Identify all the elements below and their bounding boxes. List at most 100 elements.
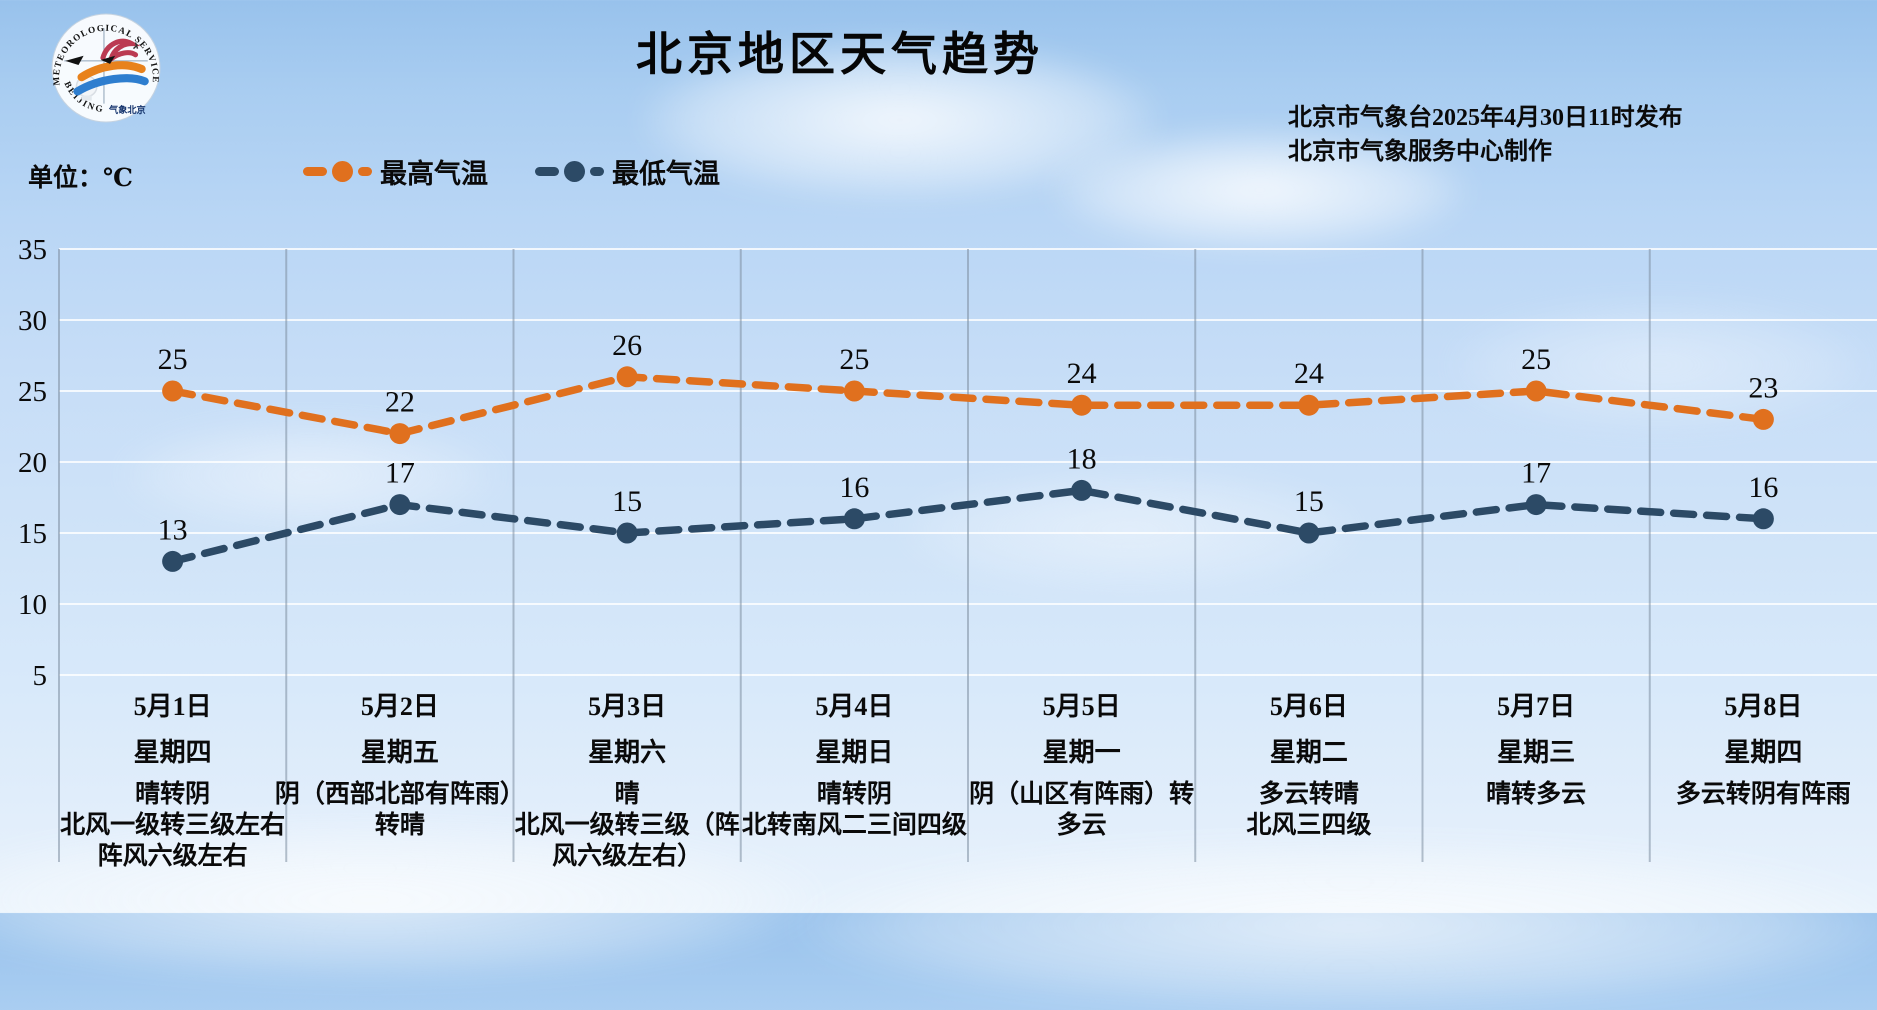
day-weather-line-text: 阴（山区有阵雨）转: [969, 781, 1195, 808]
day-column: 5月4日星期日晴转阴北转南风二三间四级: [741, 0, 968, 913]
high-temp-point: [1071, 394, 1093, 416]
day-weather-line: 多云: [968, 805, 1195, 841]
y-tick-label: 10: [18, 589, 47, 621]
high-temp-value-label: 24: [1067, 357, 1097, 390]
day-date-text: 5月3日: [588, 692, 667, 721]
temperature-trend-chart: 35 30 25 20 15 10 5 25 22 26 25 24 24 25 23 13 17 15 16 18 1…: [18, 234, 1779, 862]
day-weather-line-text: 阵风六级左右: [97, 843, 248, 870]
day-weather-line-text: 风六级左右）: [552, 843, 703, 870]
day-column: 5月6日星期二多云转晴北风三四级: [1195, 0, 1422, 913]
day-weather-line-text: 晴转阴: [135, 781, 211, 808]
low-temp-point: [1071, 479, 1093, 501]
logo-small-arrow-icon: [100, 55, 116, 64]
y-tick-label: 25: [18, 376, 47, 408]
day-date: 5月2日: [286, 686, 513, 723]
day-weekday-text: 星期五: [360, 738, 439, 767]
high-temp-legend-marker-icon: [303, 160, 372, 182]
logo-skier-icon: [132, 42, 139, 50]
low-temp-point: [162, 550, 184, 572]
low-temp-value-label: 17: [1521, 457, 1551, 490]
publisher-info: 北京市气象台2025年4月30日11时发布 北京市气象服务中心制作: [1288, 101, 1683, 169]
day-weather-line: 北风三四级: [1195, 805, 1422, 841]
day-weather-line-text: 多云转阴有阵雨: [1675, 781, 1851, 808]
day-weather-line-text: 晴转阴: [816, 781, 892, 808]
day-date-text: 5月5日: [1042, 692, 1121, 721]
day-weather-line: 转晴: [286, 805, 513, 841]
high-temp-point: [843, 380, 865, 402]
day-weather-line: 晴转阴: [59, 774, 286, 810]
day-weather-line: 多云转阴有阵雨: [1650, 774, 1877, 810]
day-column: 5月5日星期一阴（山区有阵雨）转 多云: [968, 0, 1195, 913]
day-date: 5月4日: [741, 686, 968, 723]
day-weekday: 星期二: [1195, 732, 1422, 769]
low-temp-value-label: 16: [1748, 471, 1778, 504]
high-temp-value-label: 25: [839, 343, 869, 376]
day-date: 5月5日: [968, 686, 1195, 723]
publisher-line-1: 北京市气象台2025年4月30日11时发布: [1288, 105, 1683, 131]
publisher-line-2: 北京市气象服务中心制作: [1288, 139, 1552, 165]
day-weekday-text: 星期四: [133, 738, 212, 767]
day-weather-line-text: 多云: [1056, 812, 1107, 839]
day-date: 5月6日: [1195, 686, 1422, 723]
day-weather-line: 晴转阴: [741, 774, 968, 810]
y-tick-label: 20: [18, 447, 47, 479]
logo-orange-ribbon: [77, 61, 146, 82]
day-weekday-text: 星期六: [588, 738, 667, 767]
high-temp-value-label: 24: [1294, 357, 1324, 390]
day-weather-line-text: 北转南风二三间四级: [741, 812, 967, 839]
day-weekday-text: 星期日: [815, 738, 894, 767]
high-temp-point: [1298, 394, 1320, 416]
day-column: 5月7日 星期三 晴转多云: [1423, 0, 1650, 913]
page-title: 北京地区天气趋势: [636, 29, 1044, 80]
day-date: 5月1日: [59, 686, 286, 723]
low-temp-value-label: 13: [158, 513, 188, 546]
day-weekday-text: 星期二: [1269, 738, 1348, 767]
day-column: 5月3日 星期六晴北风一级转三级（阵 风六级左右）: [514, 0, 741, 913]
y-tick-label: 15: [18, 518, 47, 550]
high-temp-value-label: 25: [1521, 343, 1551, 376]
legend-item-high-temp: 最高气温: [303, 157, 488, 189]
day-weather-line: 多云转晴: [1195, 774, 1422, 810]
day-date-text: 5月6日: [1269, 692, 1348, 721]
y-tick-label: 30: [18, 305, 47, 337]
day-date-text: 5月1日: [133, 692, 212, 721]
logo-blue-ribbon: [73, 74, 149, 96]
legend-label-low-temp: 最低气温: [612, 158, 720, 189]
low-temp-value-label: 18: [1067, 442, 1097, 475]
low-temp-value-label: 17: [385, 457, 415, 490]
day-weather-line-text: 多云转晴: [1258, 781, 1359, 808]
day-weekday: 星期三: [1423, 732, 1650, 769]
day-weather-line-text: 北风一级转三级左右: [60, 812, 286, 839]
day-column: 5月2日 星期五 阴（西部北部有阵雨） 转晴: [275, 0, 525, 913]
low-temp-value-label: 15: [612, 485, 642, 518]
day-weekday: 星期四: [59, 732, 286, 769]
day-weather-line: 风六级左右）: [514, 836, 741, 872]
low-temp-point: [843, 508, 865, 530]
low-temp-line: [168, 486, 1768, 566]
low-temp-value-label: 15: [1294, 485, 1324, 518]
day-column: 5月8日 星期四 多云转阴有阵雨: [1650, 0, 1877, 913]
day-date: 5月3日: [514, 686, 741, 723]
logo-red-ribbon: [100, 38, 141, 66]
low-temp-point: [389, 494, 411, 516]
high-temp-value-label: 25: [158, 343, 188, 376]
low-temp-point: [616, 522, 638, 544]
day-weekday: 星期日: [741, 732, 968, 769]
day-weather-line: 北风一级转三级左右: [59, 805, 286, 841]
logo-dart-icon: [65, 55, 84, 65]
day-weather-line-text: 晴: [614, 781, 640, 808]
logo-cn-text: 气象北京: [108, 104, 146, 115]
beijing-meteorological-service-logo: METEOROLOGICAL SERVICE BEIJING 气象北京: [51, 13, 161, 123]
high-temp-value-label: 22: [385, 386, 415, 419]
legend-label-high-temp: 最高气温: [380, 158, 488, 189]
high-temp-point: [616, 366, 638, 388]
day-weekday: 星期一: [968, 732, 1195, 769]
day-weekday-text: 星期一: [1042, 738, 1121, 767]
day-weekday: 星期六: [514, 732, 741, 769]
day-weather-line-text: 北风三四级: [1246, 812, 1372, 839]
day-date-text: 5月4日: [815, 692, 894, 721]
day-weather-line: 晴: [514, 774, 741, 810]
legend-item-low-temp: 最低气温: [535, 157, 720, 189]
day-column: 5月1日星期四晴转阴北风一级转三级左右 阵风六级左右: [59, 0, 286, 913]
day-date-text: 5月2日: [360, 692, 439, 721]
